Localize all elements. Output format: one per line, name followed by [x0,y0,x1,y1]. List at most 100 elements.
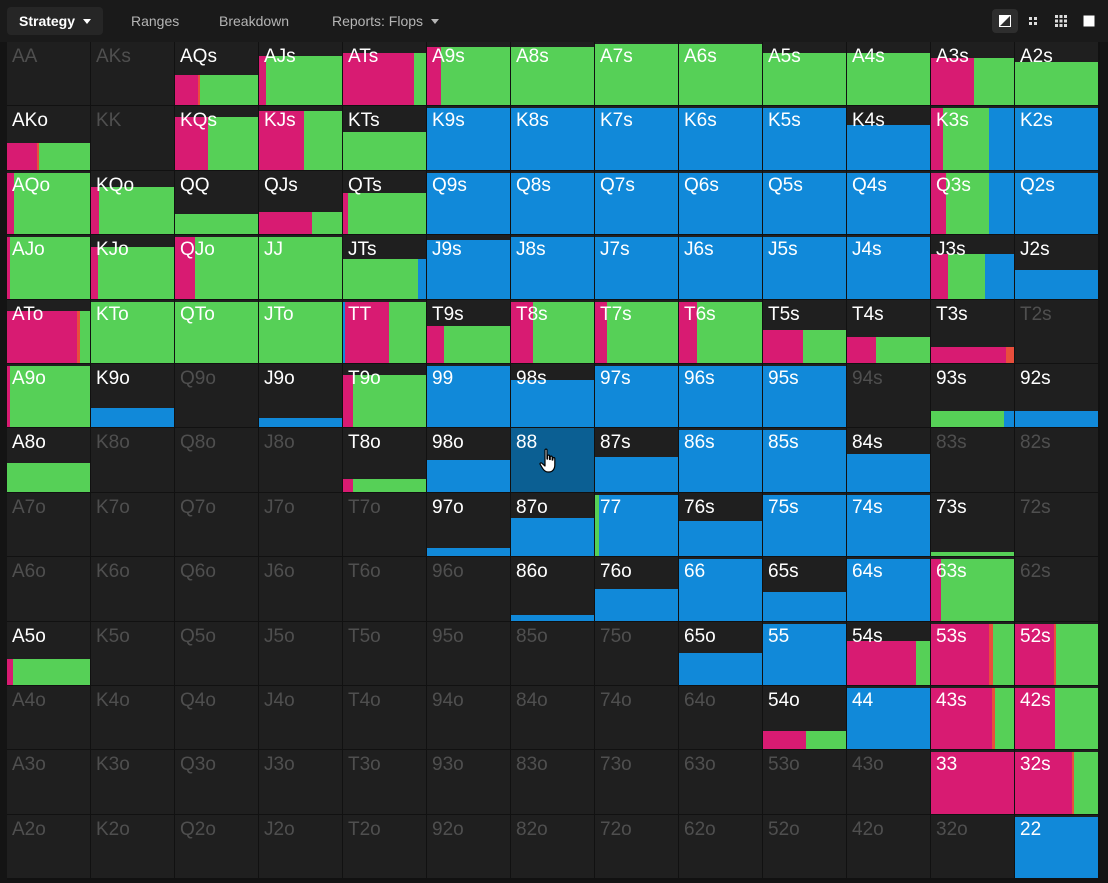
hand-cell-T9s[interactable]: T9s [427,300,510,363]
hand-cell-K4s[interactable]: K4s [847,106,930,170]
hand-cell-T4s[interactable]: T4s [847,300,930,363]
hand-cell-K6s[interactable]: K6s [679,106,762,170]
hand-cell-K5o[interactable]: K5o [91,622,174,685]
hand-cell-J5o[interactable]: J5o [259,622,342,685]
hand-cell-Q4o[interactable]: Q4o [175,686,258,749]
hand-cell-A8s[interactable]: A8s [511,42,594,105]
hand-cell-85s[interactable]: 85s [763,428,846,492]
hand-cell-Q6o[interactable]: Q6o [175,557,258,621]
hand-cell-T8s[interactable]: T8s [511,300,594,363]
hand-cell-Q9s[interactable]: Q9s [427,171,510,234]
hand-cell-AKo[interactable]: AKo [7,106,90,170]
hand-cell-KQo[interactable]: KQo [91,171,174,234]
hand-cell-K4o[interactable]: K4o [91,686,174,749]
hand-cell-K9o[interactable]: K9o [91,364,174,427]
hand-cell-73o[interactable]: 73o [595,750,678,814]
hand-cell-J8o[interactable]: J8o [259,428,342,492]
hand-cell-JTs[interactable]: JTs [343,235,426,299]
hand-cell-64o[interactable]: 64o [679,686,762,749]
hand-cell-97o[interactable]: 97o [427,493,510,556]
hand-cell-75s[interactable]: 75s [763,493,846,556]
hand-cell-AA[interactable]: AA [7,42,90,105]
hand-cell-A2o[interactable]: A2o [7,815,90,878]
hand-cell-QTs[interactable]: QTs [343,171,426,234]
hand-cell-96o[interactable]: 96o [427,557,510,621]
hand-cell-98s[interactable]: 98s [511,364,594,427]
hand-cell-95s[interactable]: 95s [763,364,846,427]
hand-cell-Q7s[interactable]: Q7s [595,171,678,234]
hand-cell-87s[interactable]: 87s [595,428,678,492]
grid-view-button[interactable] [1048,9,1074,33]
hand-cell-77[interactable]: 77 [595,493,678,556]
hand-cell-K7s[interactable]: K7s [595,106,678,170]
hand-cell-J9o[interactable]: J9o [259,364,342,427]
contrast-view-button[interactable] [992,9,1018,33]
hand-cell-A4o[interactable]: A4o [7,686,90,749]
hand-cell-65o[interactable]: 65o [679,622,762,685]
hand-cell-A6s[interactable]: A6s [679,42,762,105]
hand-cell-44[interactable]: 44 [847,686,930,749]
hand-cell-74o[interactable]: 74o [595,686,678,749]
hand-cell-53s[interactable]: 53s [931,622,1014,685]
hand-cell-QJs[interactable]: QJs [259,171,342,234]
hand-cell-A8o[interactable]: A8o [7,428,90,492]
hand-cell-63s[interactable]: 63s [931,557,1014,621]
hand-cell-Q2o[interactable]: Q2o [175,815,258,878]
hand-cell-85o[interactable]: 85o [511,622,594,685]
hand-cell-Q3o[interactable]: Q3o [175,750,258,814]
hand-cell-KQs[interactable]: KQs [175,106,258,170]
hand-cell-A3s[interactable]: A3s [931,42,1014,105]
hand-cell-T5s[interactable]: T5s [763,300,846,363]
hand-cell-64s[interactable]: 64s [847,557,930,621]
hand-cell-J3o[interactable]: J3o [259,750,342,814]
hand-cell-Q8s[interactable]: Q8s [511,171,594,234]
hand-cell-K2s[interactable]: K2s [1015,106,1098,170]
hand-cell-T3s[interactable]: T3s [931,300,1014,363]
hand-cell-J6s[interactable]: J6s [679,235,762,299]
hand-cell-A5o[interactable]: A5o [7,622,90,685]
hand-cell-86s[interactable]: 86s [679,428,762,492]
hand-cell-QQ[interactable]: QQ [175,171,258,234]
hand-cell-82s[interactable]: 82s [1015,428,1098,492]
hand-cell-Q5s[interactable]: Q5s [763,171,846,234]
hand-cell-76s[interactable]: 76s [679,493,762,556]
hand-cell-J2o[interactable]: J2o [259,815,342,878]
tab-reports-flops[interactable]: Reports: Flops [320,7,451,35]
hand-cell-AJs[interactable]: AJs [259,42,342,105]
hand-cell-AQo[interactable]: AQo [7,171,90,234]
hand-cell-A4s[interactable]: A4s [847,42,930,105]
hand-cell-84o[interactable]: 84o [511,686,594,749]
hand-cell-KK[interactable]: KK [91,106,174,170]
hand-cell-Q9o[interactable]: Q9o [175,364,258,427]
hand-cell-22[interactable]: 22 [1015,815,1098,878]
hand-cell-A9s[interactable]: A9s [427,42,510,105]
hand-cell-94s[interactable]: 94s [847,364,930,427]
hand-cell-KTs[interactable]: KTs [343,106,426,170]
hand-cell-Q6s[interactable]: Q6s [679,171,762,234]
hand-cell-J3s[interactable]: J3s [931,235,1014,299]
hand-cell-T7o[interactable]: T7o [343,493,426,556]
hand-cell-Q2s[interactable]: Q2s [1015,171,1098,234]
hand-cell-76o[interactable]: 76o [595,557,678,621]
hand-cell-53o[interactable]: 53o [763,750,846,814]
tab-ranges[interactable]: Ranges [119,7,191,35]
hand-cell-K8s[interactable]: K8s [511,106,594,170]
hand-cell-T9o[interactable]: T9o [343,364,426,427]
hand-cell-JTo[interactable]: JTo [259,300,342,363]
hand-cell-94o[interactable]: 94o [427,686,510,749]
hand-cell-72o[interactable]: 72o [595,815,678,878]
tab-breakdown[interactable]: Breakdown [207,7,301,35]
hand-cell-98o[interactable]: 98o [427,428,510,492]
hand-cell-92s[interactable]: 92s [1015,364,1098,427]
hand-cell-AQs[interactable]: AQs [175,42,258,105]
hand-cell-J5s[interactable]: J5s [763,235,846,299]
hand-cell-T2s[interactable]: T2s [1015,300,1098,363]
hand-cell-96s[interactable]: 96s [679,364,762,427]
hand-cell-32o[interactable]: 32o [931,815,1014,878]
hand-cell-ATo[interactable]: ATo [7,300,90,363]
hand-cell-K3o[interactable]: K3o [91,750,174,814]
hand-cell-42s[interactable]: 42s [1015,686,1098,749]
hand-cell-54s[interactable]: 54s [847,622,930,685]
hand-cell-93s[interactable]: 93s [931,364,1014,427]
hand-cell-K2o[interactable]: K2o [91,815,174,878]
